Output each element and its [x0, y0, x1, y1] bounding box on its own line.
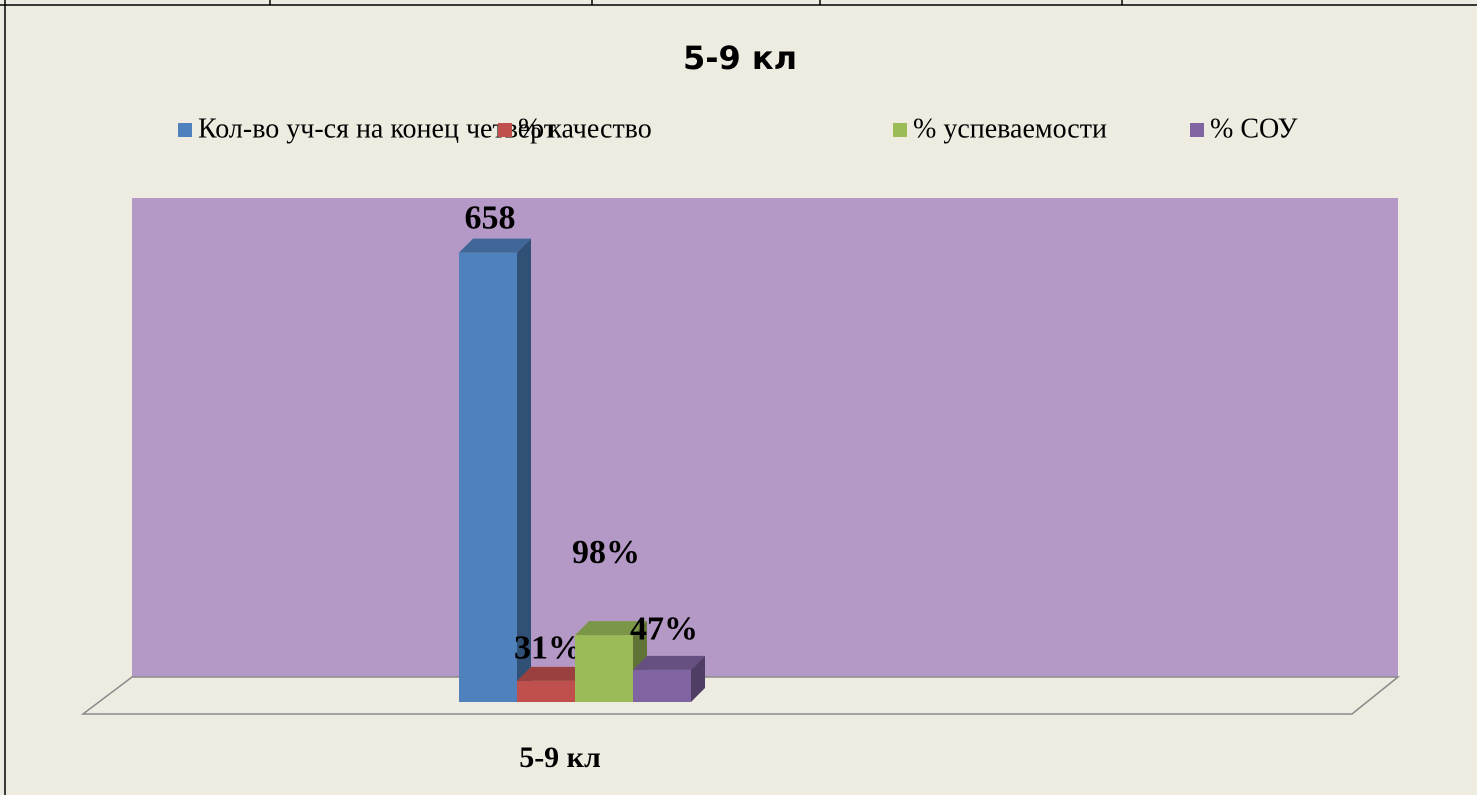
bar-front — [633, 669, 691, 702]
floor — [80, 676, 1401, 715]
bar-top — [633, 655, 705, 670]
bar — [633, 655, 705, 702]
bar-front — [459, 252, 517, 702]
bar-top — [459, 238, 531, 253]
legend-label: % СОУ — [1210, 113, 1298, 144]
bar-front — [575, 635, 633, 702]
data-label: 47% — [630, 611, 698, 648]
x-tick-label: 5-9 кл — [519, 741, 601, 774]
legend-label: % успеваемости — [913, 113, 1107, 144]
legend-swatch — [1190, 123, 1204, 137]
bar-top — [517, 666, 589, 681]
legend-swatch — [498, 123, 512, 137]
legend-label: Кол-во уч-ся на конец четверт — [198, 113, 556, 144]
legend-label: % качество — [518, 113, 652, 144]
bar-side — [517, 238, 531, 702]
bar-top — [575, 621, 647, 636]
data-label: 31% — [514, 630, 582, 667]
chart-title: 5-9 кл — [683, 39, 797, 77]
legend-swatch — [893, 123, 907, 137]
bar-front — [517, 680, 575, 702]
data-label: 658 — [465, 199, 516, 236]
legend-swatch — [178, 123, 192, 137]
back-wall — [132, 198, 1398, 677]
bar-side — [691, 655, 705, 702]
data-label: 98% — [572, 534, 640, 571]
bar — [459, 238, 531, 702]
